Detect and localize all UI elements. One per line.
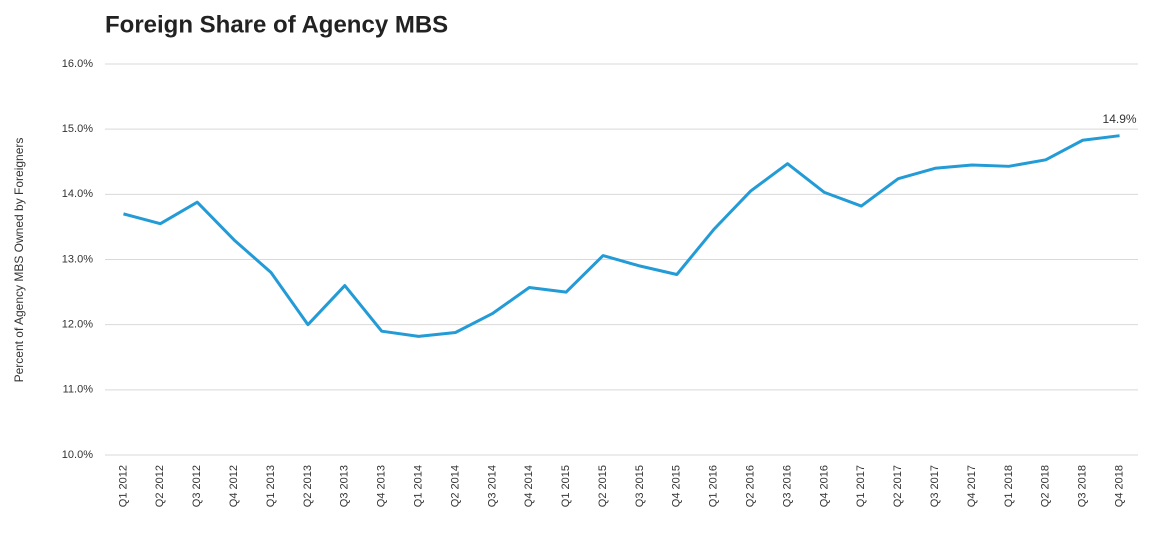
x-tick-label: Q1 2014 — [412, 465, 424, 507]
x-tick-label: Q4 2015 — [671, 465, 683, 507]
y-tick-label: 14.0% — [62, 188, 93, 200]
x-tick-label: Q1 2016 — [708, 465, 720, 507]
x-tick-label: Q4 2016 — [818, 465, 830, 507]
x-tick-label: Q1 2015 — [560, 465, 572, 507]
x-tick-label: Q3 2015 — [634, 465, 646, 507]
chart-title: Foreign Share of Agency MBS — [105, 11, 448, 38]
x-tick-label: Q2 2015 — [597, 465, 609, 507]
x-tick-label: Q4 2012 — [228, 465, 240, 507]
y-tick-label: 13.0% — [62, 253, 93, 265]
y-tick-label: 15.0% — [62, 123, 93, 135]
x-tick-label: Q3 2012 — [191, 465, 203, 507]
x-tick-label: Q1 2017 — [855, 465, 867, 507]
data-label: 14.9% — [1103, 112, 1137, 126]
y-tick-label: 12.0% — [62, 319, 93, 331]
x-tick-label: Q2 2012 — [154, 465, 166, 507]
x-tick-label: Q3 2013 — [339, 465, 351, 507]
x-tick-label: Q4 2017 — [966, 465, 978, 507]
y-tick-label: 16.0% — [62, 58, 93, 70]
x-tick-label: Q1 2013 — [265, 465, 277, 507]
y-axis-label: Percent of Agency MBS Owned by Foreigner… — [12, 138, 26, 383]
x-tick-label: Q3 2014 — [486, 465, 498, 507]
y-tick-label: 11.0% — [63, 384, 94, 396]
line-series — [123, 134, 1120, 338]
x-tick-label: Q2 2014 — [449, 465, 461, 507]
x-tick-label: Q1 2018 — [1003, 465, 1015, 507]
x-tick-label: Q4 2014 — [523, 465, 535, 507]
x-tick-label: Q4 2013 — [376, 465, 388, 507]
x-tick-label: Q3 2017 — [929, 465, 941, 507]
x-tick-label: Q2 2013 — [302, 465, 314, 507]
y-tick-label: 10.0% — [62, 449, 93, 461]
x-tick-label: Q1 2012 — [117, 465, 129, 507]
x-tick-label: Q3 2016 — [781, 465, 793, 507]
x-tick-label: Q2 2016 — [745, 465, 757, 507]
x-tick-label: Q4 2018 — [1113, 465, 1125, 507]
x-tick-label: Q3 2018 — [1077, 465, 1089, 507]
x-tick-label: Q2 2018 — [1040, 465, 1052, 507]
x-tick-label: Q2 2017 — [892, 465, 904, 507]
